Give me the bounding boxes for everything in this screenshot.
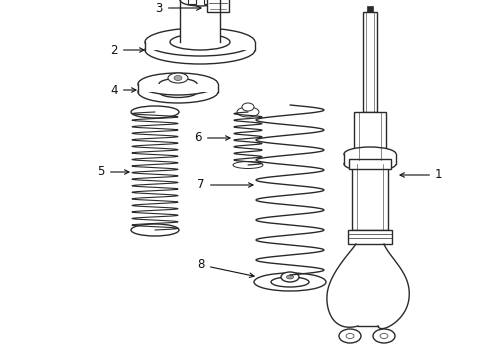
Ellipse shape xyxy=(253,273,325,291)
Text: 3: 3 xyxy=(155,1,201,14)
Ellipse shape xyxy=(286,275,293,279)
Ellipse shape xyxy=(242,103,253,111)
Ellipse shape xyxy=(372,329,394,343)
Text: 2: 2 xyxy=(110,44,143,57)
Ellipse shape xyxy=(343,157,395,171)
Bar xyxy=(187,0,196,4)
Ellipse shape xyxy=(281,272,298,282)
Ellipse shape xyxy=(237,107,259,117)
Text: 8: 8 xyxy=(197,258,254,278)
Bar xyxy=(362,12,376,112)
Ellipse shape xyxy=(145,36,254,64)
Text: 1: 1 xyxy=(399,168,442,181)
Bar xyxy=(180,0,220,42)
Text: 5: 5 xyxy=(98,166,129,179)
Bar xyxy=(366,6,372,12)
Ellipse shape xyxy=(379,333,387,338)
Ellipse shape xyxy=(338,329,360,343)
Ellipse shape xyxy=(170,34,229,50)
Ellipse shape xyxy=(270,277,308,287)
Bar xyxy=(138,84,218,92)
Bar xyxy=(347,230,391,244)
Ellipse shape xyxy=(232,162,263,168)
Ellipse shape xyxy=(174,76,182,81)
Text: 4: 4 xyxy=(110,84,136,96)
Ellipse shape xyxy=(131,106,179,118)
Ellipse shape xyxy=(159,86,197,98)
Bar xyxy=(206,0,228,12)
Ellipse shape xyxy=(343,147,395,161)
Text: 6: 6 xyxy=(194,131,229,144)
Ellipse shape xyxy=(180,0,220,6)
Bar xyxy=(343,154,395,164)
Ellipse shape xyxy=(131,224,179,236)
Bar xyxy=(353,112,385,160)
Ellipse shape xyxy=(159,78,197,90)
Polygon shape xyxy=(326,244,408,329)
Ellipse shape xyxy=(346,333,353,338)
Bar xyxy=(145,42,254,50)
Ellipse shape xyxy=(138,81,218,103)
Bar xyxy=(348,159,390,169)
Bar xyxy=(203,0,212,4)
Ellipse shape xyxy=(145,28,254,56)
Bar xyxy=(351,164,387,230)
Ellipse shape xyxy=(168,73,187,83)
Text: 7: 7 xyxy=(197,179,252,192)
Ellipse shape xyxy=(138,73,218,95)
